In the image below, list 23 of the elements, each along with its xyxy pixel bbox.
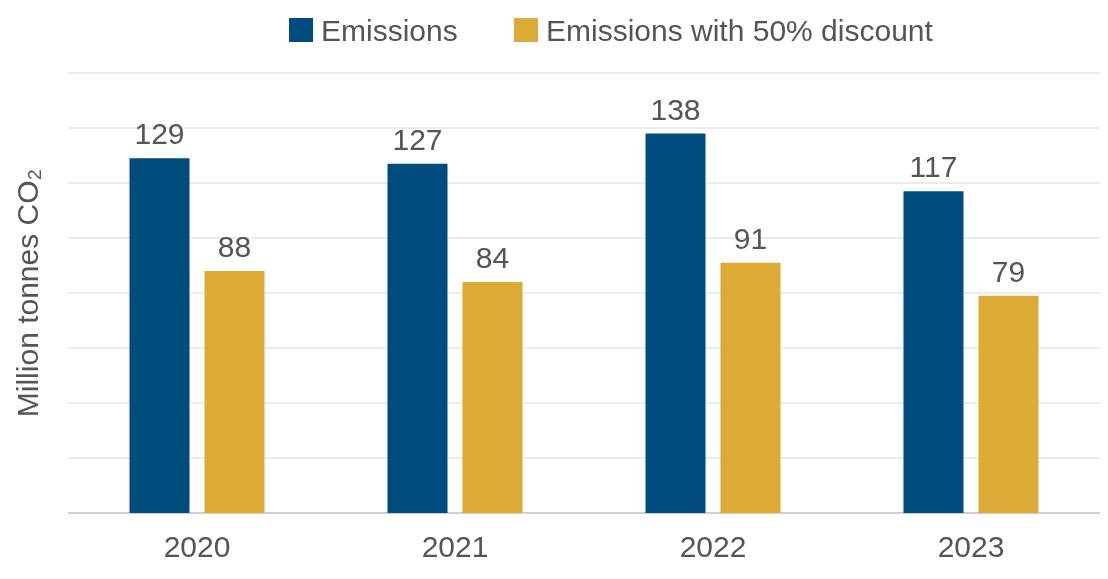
x-tick-label: 2020	[163, 530, 231, 563]
data-label: 117	[909, 150, 958, 184]
data-label: 91	[733, 221, 768, 255]
x-tick-label: 2022	[679, 530, 747, 563]
x-tick-label: 2021	[421, 530, 489, 563]
data-label: 84	[475, 241, 510, 274]
data-label: 88	[217, 230, 252, 263]
bar	[387, 163, 448, 513]
legend-label: Emissions	[321, 13, 458, 47]
bar	[978, 295, 1039, 513]
bar	[903, 191, 964, 513]
data-label: 127	[392, 122, 443, 156]
bar	[462, 282, 523, 513]
bar	[129, 158, 190, 513]
y-axis-title: Million tonnes CO₂	[11, 168, 44, 418]
bar	[645, 133, 706, 513]
data-label: 129	[134, 117, 185, 151]
data-label: 79	[991, 254, 1026, 288]
x-tick-label: 2023	[937, 530, 1005, 563]
bar	[720, 262, 781, 513]
data-label: 138	[650, 92, 701, 126]
bar	[204, 271, 265, 513]
legend-label: Emissions with 50% discount	[546, 13, 934, 47]
